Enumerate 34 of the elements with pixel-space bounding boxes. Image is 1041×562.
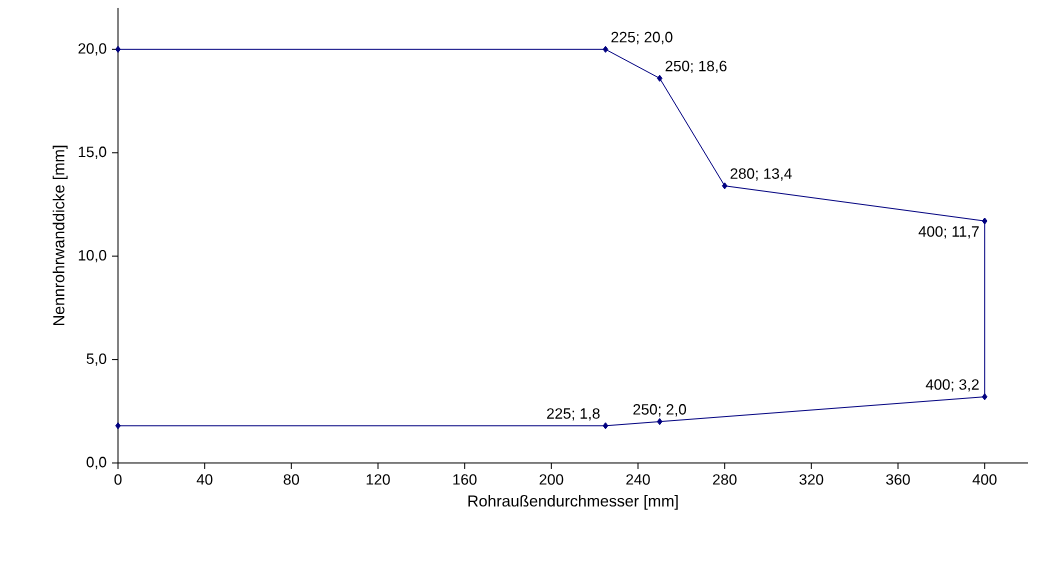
y-tick-label: 10,0 [78,249,107,263]
x-tick-label: 200 [539,474,564,485]
x-tick-label: 320 [799,474,824,485]
point [721,182,728,190]
x-tick-label: 360 [886,474,910,485]
point [981,217,988,225]
x-tick-label: 80 [283,474,300,485]
point [981,393,988,401]
x-axis-title: Rohraußendurchmesser [mm] [468,494,678,510]
y-tick-label: 0,0 [86,456,107,470]
point [656,74,663,82]
x-tick-label: 0 [114,474,122,485]
x-tick-label: 400 [972,474,997,485]
data-label: 280; 13,4 [730,168,792,181]
x-tick-label: 40 [196,474,213,485]
x-tick-label: 160 [453,474,477,485]
data-label: 400; 11,7 [918,226,979,239]
x-tick-label: 120 [366,474,390,485]
data-label: 400; 3,2 [925,379,979,392]
data-label: 250; 18,6 [665,60,727,74]
point [656,418,663,426]
data-label: 225; 1,8 [547,408,600,421]
y-tick-label: 5,0 [86,353,107,366]
y-tick-label: 20,0 [78,43,107,56]
x-tick-label: 280 [712,474,737,485]
point [115,45,121,53]
point [602,45,609,53]
y-tick-label: 15,0 [78,146,107,159]
point [602,422,609,430]
data-label: 225; 20,0 [611,31,673,45]
x-tick-label: 240 [626,474,650,485]
data-label: 250; 2,0 [633,404,687,417]
point [115,422,121,430]
y-axis-title: Nennrohrwanddicke [mm] [52,145,68,325]
